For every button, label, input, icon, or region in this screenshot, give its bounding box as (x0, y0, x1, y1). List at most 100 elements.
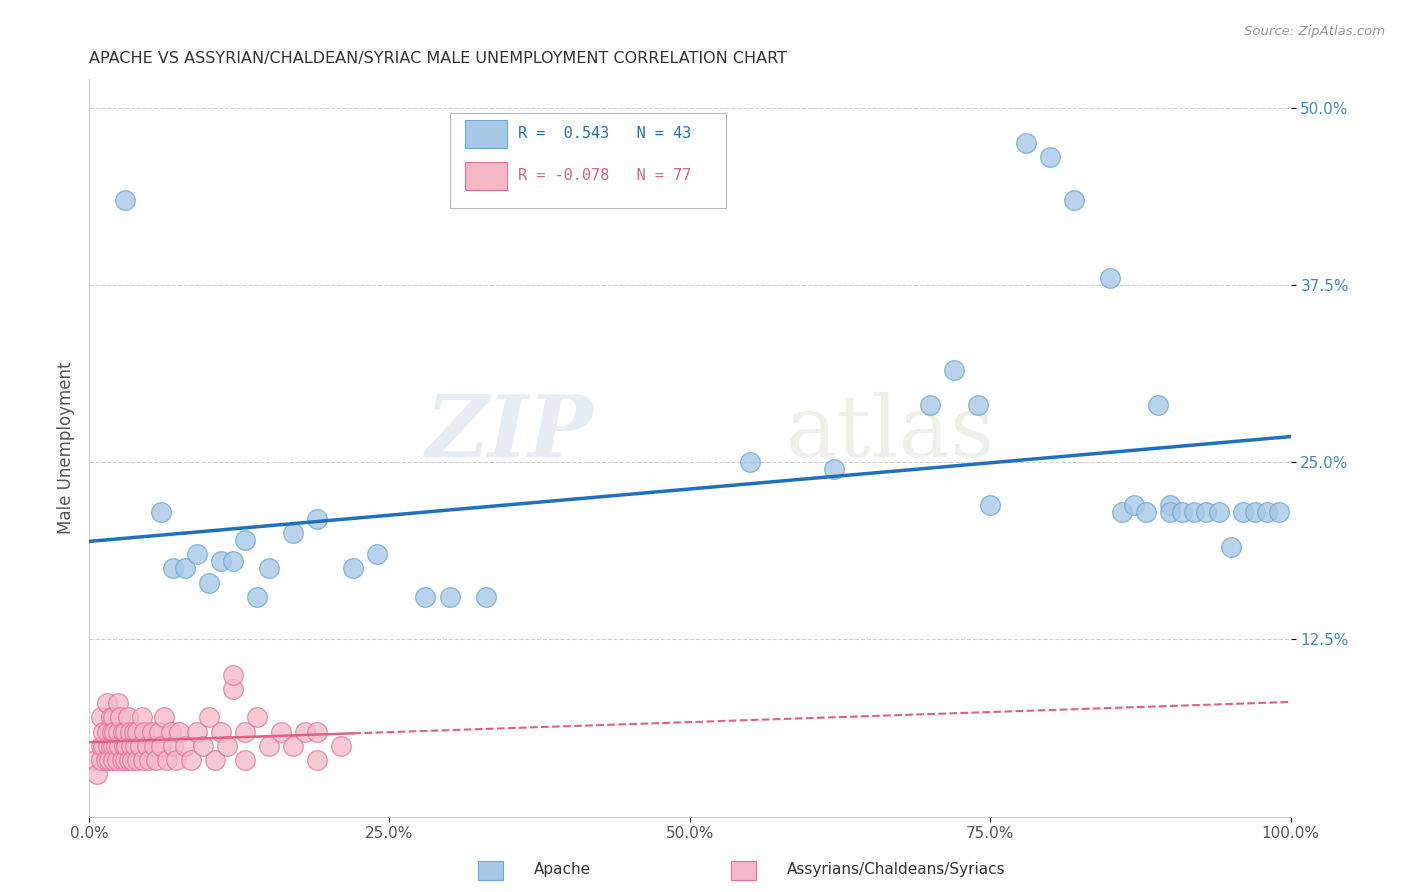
Point (100, 710, 122, 724)
Point (1135, 505, 1157, 519)
Point (162, 561, 184, 575)
Point (330, 739, 353, 753)
Point (1243, 505, 1265, 519)
Point (132, 753, 155, 767)
Point (114, 193, 136, 207)
Point (967, 399, 990, 413)
Point (150, 505, 173, 519)
Point (209, 724, 232, 739)
Point (156, 753, 179, 767)
Point (1111, 505, 1133, 519)
Point (124, 739, 146, 753)
Point (127, 724, 149, 739)
Point (122, 724, 145, 739)
Point (217, 739, 239, 753)
Point (148, 724, 170, 739)
Point (101, 710, 124, 724)
Point (96, 696, 118, 710)
Point (233, 724, 256, 739)
Point (943, 363, 966, 377)
Text: APACHE VS ASSYRIAN/CHALDEAN/SYRIAC MALE UNEMPLOYMENT CORRELATION CHART: APACHE VS ASSYRIAN/CHALDEAN/SYRIAC MALE … (89, 51, 787, 66)
Point (110, 753, 132, 767)
Point (120, 739, 142, 753)
Point (307, 512, 329, 526)
Point (1232, 505, 1254, 519)
Point (1195, 505, 1218, 519)
Point (283, 739, 305, 753)
Point (94, 753, 117, 767)
Point (259, 739, 281, 753)
Point (150, 739, 173, 753)
Point (246, 710, 269, 724)
Point (186, 547, 208, 561)
Point (135, 739, 157, 753)
Point (165, 753, 187, 767)
Point (439, 590, 461, 604)
Text: R = -0.078   N = 77: R = -0.078 N = 77 (517, 168, 692, 183)
Text: Source: ZipAtlas.com: Source: ZipAtlas.com (1244, 25, 1385, 38)
Point (115, 739, 138, 753)
Point (167, 724, 190, 739)
Point (738, 455, 761, 469)
Point (145, 753, 167, 767)
Point (98, 753, 121, 767)
Point (294, 724, 316, 739)
Point (1256, 505, 1278, 519)
Point (270, 724, 292, 739)
Bar (465, 120, 508, 148)
Point (979, 498, 1001, 512)
Text: atlas: atlas (786, 392, 995, 475)
Y-axis label: Male Unemployment: Male Unemployment (58, 362, 75, 534)
Point (1171, 505, 1194, 519)
Point (84, 753, 107, 767)
Point (110, 710, 132, 724)
Point (1099, 270, 1122, 285)
Bar (465, 162, 508, 190)
Point (186, 724, 208, 739)
Point (111, 724, 134, 739)
Point (114, 753, 136, 767)
FancyBboxPatch shape (450, 112, 725, 209)
Point (93, 739, 115, 753)
Point (283, 526, 305, 541)
Point (259, 561, 281, 575)
Point (1267, 505, 1289, 519)
Point (233, 753, 256, 767)
Point (920, 399, 942, 413)
Point (118, 724, 141, 739)
Point (198, 575, 221, 590)
Point (117, 710, 139, 724)
Point (104, 739, 127, 753)
Text: Apache: Apache (534, 863, 592, 877)
Point (246, 590, 269, 604)
Point (174, 561, 197, 575)
Point (159, 724, 181, 739)
Point (222, 554, 245, 568)
Point (152, 710, 174, 724)
Point (1208, 505, 1230, 519)
Point (142, 739, 165, 753)
Point (108, 739, 131, 753)
Point (1015, 136, 1038, 150)
Point (96, 724, 118, 739)
Point (823, 462, 845, 476)
Point (134, 724, 156, 739)
Point (1039, 150, 1062, 164)
Text: Assyrians/Chaldeans/Syriacs: Assyrians/Chaldeans/Syriacs (787, 863, 1005, 877)
Point (103, 724, 125, 739)
Point (222, 681, 245, 696)
Point (1123, 498, 1146, 512)
Point (114, 724, 136, 739)
Text: R =  0.543   N = 43: R = 0.543 N = 43 (517, 126, 692, 141)
Point (107, 696, 129, 710)
Point (107, 724, 129, 739)
Point (101, 724, 124, 739)
Point (307, 753, 329, 767)
Point (415, 590, 437, 604)
Point (90, 739, 112, 753)
Point (1159, 498, 1181, 512)
Point (93, 724, 115, 739)
Text: ZIP: ZIP (426, 392, 593, 475)
Point (97, 739, 120, 753)
Point (121, 753, 143, 767)
